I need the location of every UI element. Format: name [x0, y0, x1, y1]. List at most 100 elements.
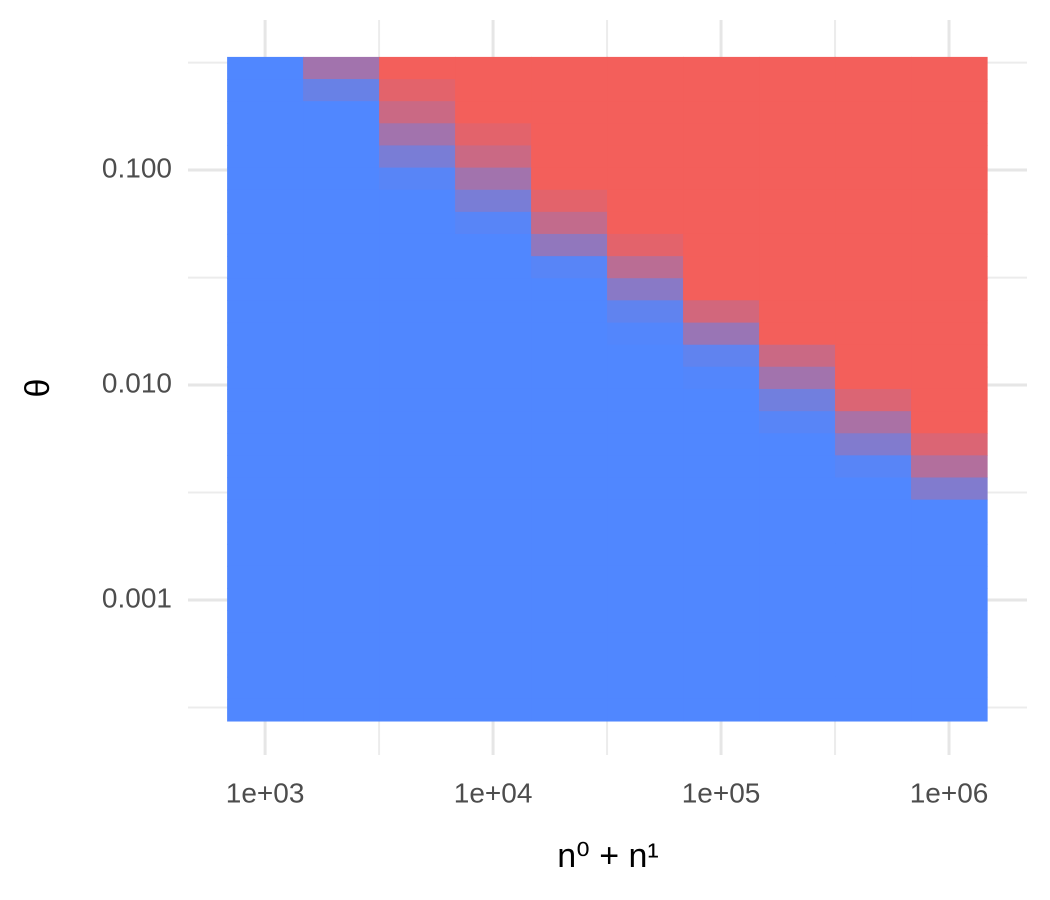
heat-tile	[227, 543, 304, 567]
y-axis-title: θ	[19, 379, 57, 398]
heat-tile	[911, 322, 988, 346]
heat-tile	[531, 587, 608, 611]
heat-tile	[303, 499, 380, 523]
heat-tile	[759, 499, 836, 523]
heat-tile	[455, 632, 532, 656]
heat-tile	[227, 411, 304, 434]
heat-tile	[835, 344, 912, 368]
heat-tile	[455, 565, 532, 589]
heat-tile	[759, 543, 836, 567]
heat-tile	[607, 521, 684, 545]
heat-tile	[303, 344, 380, 368]
x-tick-label: 1e+03	[226, 777, 305, 808]
heat-tile	[303, 366, 380, 390]
heat-tile	[911, 211, 988, 235]
heat-tile	[531, 300, 608, 324]
heat-tile	[911, 56, 988, 80]
heat-tile	[379, 56, 456, 80]
heat-tile	[303, 388, 380, 412]
heat-tile	[683, 587, 760, 611]
heat-tile	[683, 388, 760, 412]
heat-tile	[683, 56, 760, 80]
heat-tile	[303, 322, 380, 346]
heat-tile	[759, 565, 836, 589]
heat-tile	[607, 654, 684, 678]
heat-tile	[683, 521, 760, 545]
heat-tile	[379, 477, 456, 501]
heat-tile	[835, 433, 912, 456]
heat-tile	[379, 676, 456, 700]
heat-tile	[303, 477, 380, 501]
y-tick-label: 0.010	[102, 367, 172, 398]
heat-tile	[759, 123, 836, 147]
heat-tile	[759, 676, 836, 700]
heat-tile	[759, 610, 836, 634]
y-tick-label: 0.100	[102, 152, 172, 183]
heat-tile	[531, 322, 608, 346]
heat-tile	[607, 56, 684, 80]
heat-tile	[531, 278, 608, 301]
heat-tile	[759, 233, 836, 257]
heat-tile	[227, 322, 304, 346]
heat-tile	[683, 698, 760, 722]
heat-tile	[455, 366, 532, 390]
heat-tile	[607, 477, 684, 501]
heat-tile	[531, 256, 608, 279]
heat-tile	[607, 145, 684, 169]
heat-tile	[911, 698, 988, 722]
heat-tile	[379, 300, 456, 324]
heat-tile	[379, 587, 456, 611]
heat-tile	[531, 388, 608, 412]
heat-tile	[227, 123, 304, 147]
heat-tile	[379, 344, 456, 368]
heat-tile	[531, 477, 608, 501]
heat-tile	[911, 123, 988, 147]
heat-tile	[607, 499, 684, 523]
heat-tile	[835, 543, 912, 567]
heat-tile	[303, 211, 380, 235]
heat-tile	[683, 499, 760, 523]
heat-tile	[607, 189, 684, 213]
heat-tile	[303, 455, 380, 479]
heat-tile	[683, 278, 760, 301]
heat-tile	[227, 499, 304, 523]
heat-tile	[835, 167, 912, 191]
heat-tile	[759, 278, 836, 301]
heat-tile	[759, 388, 836, 412]
heat-tile	[303, 587, 380, 611]
heat-tile	[683, 167, 760, 191]
heat-tile	[835, 565, 912, 589]
heat-tile	[835, 145, 912, 169]
heat-tile	[607, 632, 684, 656]
heat-tile	[227, 145, 304, 169]
heat-tile	[835, 388, 912, 412]
heat-tile	[835, 587, 912, 611]
x-tick-label: 1e+06	[910, 777, 989, 808]
heat-tile	[227, 211, 304, 235]
heat-tile	[835, 477, 912, 501]
heat-tile	[607, 233, 684, 257]
heat-tile	[759, 189, 836, 213]
heat-tile	[455, 388, 532, 412]
heat-tile	[911, 145, 988, 169]
heat-tile	[607, 256, 684, 279]
heat-tile	[227, 189, 304, 213]
heat-tile	[455, 278, 532, 301]
heat-tile	[911, 433, 988, 456]
heat-tile	[379, 411, 456, 434]
heat-tile	[683, 101, 760, 124]
heat-tile	[227, 676, 304, 700]
heat-tile	[911, 388, 988, 412]
heat-tile	[911, 366, 988, 390]
heat-tile	[455, 56, 532, 80]
heat-tile	[835, 610, 912, 634]
y-tick-label: 0.001	[102, 582, 172, 613]
heat-tile	[531, 610, 608, 634]
heat-tile	[227, 101, 304, 124]
heat-tile	[303, 300, 380, 324]
heat-tile	[303, 411, 380, 434]
heat-tile	[455, 455, 532, 479]
heat-tile	[303, 610, 380, 634]
heat-tile	[303, 79, 380, 102]
